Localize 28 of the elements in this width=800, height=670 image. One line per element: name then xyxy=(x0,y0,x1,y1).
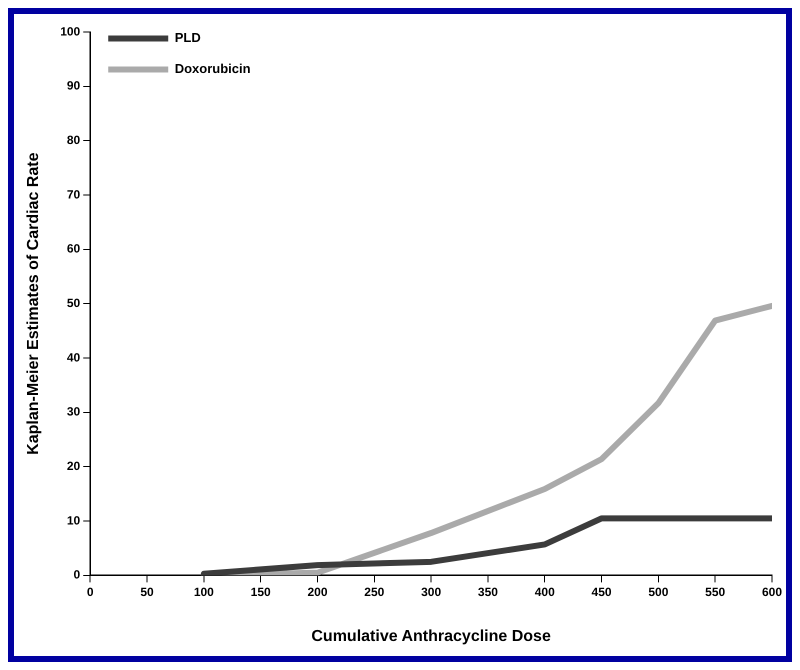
x-tick-label: 300 xyxy=(421,584,442,599)
x-tick-label: 350 xyxy=(478,584,498,599)
y-axis-title: Kaplan-Meier Estimates of Cardiac Rate xyxy=(25,152,42,455)
y-tick-label: 70 xyxy=(66,187,81,202)
y-tick-label: 30 xyxy=(66,404,81,419)
y-tick-label: 90 xyxy=(66,78,81,93)
x-axis-title: Cumulative Anthracycline Dose xyxy=(311,628,551,645)
y-tick-label: 10 xyxy=(66,513,81,528)
y-tick-label: 0 xyxy=(74,568,81,582)
x-tick-label: 450 xyxy=(592,584,612,599)
y-tick-label: 80 xyxy=(66,132,81,147)
y-tick-label: 100 xyxy=(60,24,81,38)
legend-label: Doxorubicin xyxy=(174,61,251,76)
legend-label: PLD xyxy=(174,30,201,46)
x-tick-label: 550 xyxy=(705,584,726,599)
y-tick-label: 60 xyxy=(66,242,81,256)
x-tick-label: 200 xyxy=(307,584,328,599)
y-tick-label: 20 xyxy=(66,459,81,474)
y-tick-label: 40 xyxy=(66,350,81,364)
x-tick-label: 150 xyxy=(250,584,271,599)
x-tick-label: 0 xyxy=(86,584,94,599)
y-tick-label: 50 xyxy=(66,296,81,310)
x-tick-label: 50 xyxy=(140,584,154,599)
x-tick-label: 100 xyxy=(194,584,214,599)
x-tick-label: 400 xyxy=(534,584,556,599)
x-tick-label: 600 xyxy=(762,584,782,599)
x-tick-label: 250 xyxy=(364,584,385,599)
x-tick-label: 500 xyxy=(648,584,669,599)
